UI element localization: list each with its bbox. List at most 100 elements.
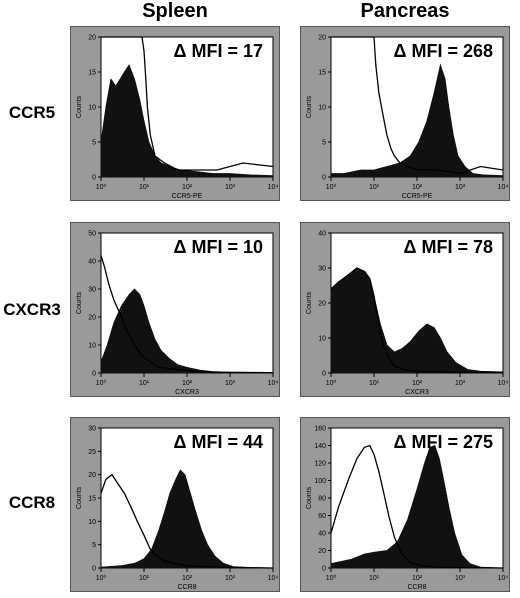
x-tick-label: 10⁰ (326, 183, 337, 191)
filled-histogram (330, 63, 504, 178)
x-tick-label: 10⁰ (96, 379, 107, 387)
x-tick-label: 10⁴ (498, 184, 509, 191)
x-tick-label: 10¹ (369, 380, 380, 387)
y-tick-label: 0 (322, 371, 326, 378)
x-tick-label: 10² (412, 575, 423, 582)
y-axis-label: Counts (76, 486, 83, 509)
x-tick-label: 10³ (225, 184, 236, 191)
histogram-svg: 10⁰ 10¹ 10² 10³ 10⁴ 0 5 10 15 20 CCR5-PE Counts (76, 35, 279, 201)
outline-histogram (100, 255, 274, 374)
y-tick-label: 10 (318, 105, 326, 112)
y-tick-label: 30 (88, 287, 96, 294)
y-axis-label: Counts (306, 486, 313, 509)
x-tick-label: 10² (182, 380, 193, 387)
y-axis-label: Counts (306, 95, 313, 118)
column-title-pancreas: Pancreas (360, 0, 450, 22)
histogram-svg: 10⁰ 10¹ 10² 10³ 10⁴ 0 5 10 15 20 25 30 CCR8 Counts (76, 426, 279, 592)
x-tick-label: 10⁰ (96, 574, 107, 582)
x-axis-label: CCR5-PE (402, 193, 433, 200)
row-label-ccr8: CCR8 (8, 493, 56, 512)
y-tick-label: 15 (88, 496, 96, 503)
delta-mfi-label: Δ MFI = 78 (403, 237, 493, 257)
x-tick-label: 10⁴ (268, 575, 279, 582)
x-tick-label: 10¹ (139, 184, 150, 191)
histogram-panel-ccr5-pancreas: 10⁰ 10¹ 10² 10³ 10⁴ 0 5 10 15 20 CCR5-PE Counts Δ M… (300, 26, 510, 201)
y-tick-label: 0 (92, 371, 96, 378)
y-tick-label: 15 (318, 70, 326, 77)
delta-mfi-label: Δ MFI = 17 (173, 41, 263, 61)
y-tick-label: 60 (318, 513, 326, 520)
histogram-panel-cxcr3-spleen: 10⁰ 10¹ 10² 10³ 10⁴ 0 10 20 30 40 50 CXCR3 Counts Δ … (70, 222, 280, 397)
y-tick-label: 0 (92, 566, 96, 573)
y-tick-label: 80 (318, 496, 326, 503)
y-tick-label: 10 (318, 336, 326, 343)
x-tick-label: 10¹ (369, 184, 380, 191)
y-tick-label: 140 (314, 443, 326, 450)
y-tick-label: 15 (88, 70, 96, 77)
y-tick-label: 20 (318, 301, 326, 308)
y-tick-label: 0 (92, 175, 96, 182)
histogram-svg: 10⁰ 10¹ 10² 10³ 10⁴ 0 5 10 15 20 CCR5-PE Counts (306, 35, 509, 201)
y-tick-label: 20 (318, 548, 326, 555)
y-tick-label: 20 (318, 35, 326, 42)
y-axis-label: Counts (76, 291, 83, 314)
x-tick-label: 10³ (225, 575, 236, 582)
histogram-panel-ccr8-spleen: 10⁰ 10¹ 10² 10³ 10⁴ 0 5 10 15 20 25 30 CCR8 Counts Δ … (70, 417, 280, 592)
y-tick-label: 10 (88, 343, 96, 350)
delta-mfi-label: Δ MFI = 268 (393, 41, 493, 61)
y-tick-label: 25 (88, 449, 96, 456)
x-tick-label: 10¹ (139, 575, 150, 582)
y-tick-label: 0 (322, 175, 326, 182)
x-axis-label: CXCR3 (405, 389, 429, 396)
y-tick-label: 40 (318, 231, 326, 238)
y-tick-label: 20 (88, 472, 96, 479)
x-tick-label: 10⁴ (498, 575, 509, 582)
y-tick-label: 20 (88, 35, 96, 42)
y-tick-label: 160 (314, 426, 326, 433)
histogram-svg: 10⁰ 10¹ 10² 10³ 10⁴ 0 20 40 60 80 100 120 140 160 CCR8… (306, 426, 509, 592)
y-tick-label: 30 (88, 426, 96, 433)
y-tick-label: 0 (322, 566, 326, 573)
outline-histogram (331, 36, 504, 175)
y-tick-label: 10 (88, 519, 96, 526)
x-tick-label: 10³ (455, 380, 466, 387)
x-axis-label: CCR8 (177, 584, 196, 591)
x-tick-label: 10³ (455, 575, 466, 582)
histogram-svg: 10⁰ 10¹ 10² 10³ 10⁴ 0 10 20 30 40 50 CXCR3 Counts (76, 231, 279, 397)
x-tick-label: 10² (182, 184, 193, 191)
x-tick-label: 10² (412, 184, 423, 191)
delta-mfi-label: Δ MFI = 10 (173, 237, 263, 257)
x-tick-label: 10⁰ (326, 379, 337, 387)
x-tick-label: 10⁴ (268, 184, 279, 191)
y-tick-label: 20 (88, 315, 96, 322)
outline-histogram (330, 267, 504, 374)
outline-histogram (101, 36, 274, 171)
x-tick-label: 10⁴ (268, 380, 279, 387)
x-tick-label: 10¹ (139, 380, 150, 387)
y-axis-label: Counts (306, 291, 313, 314)
row-label-cxcr3: CXCR3 (3, 300, 61, 319)
y-tick-label: 30 (318, 266, 326, 273)
outline-histogram (330, 444, 504, 569)
x-tick-label: 10² (182, 575, 193, 582)
x-tick-label: 10³ (225, 380, 236, 387)
y-tick-label: 50 (88, 231, 96, 238)
filled-histogram (330, 444, 504, 569)
y-tick-label: 120 (314, 461, 326, 468)
filled-histogram (100, 64, 274, 178)
histogram-panel-ccr5-spleen: 10⁰ 10¹ 10² 10³ 10⁴ 0 5 10 15 20 CCR5-PE Counts Δ M… (70, 26, 280, 201)
histogram-svg: 10⁰ 10¹ 10² 10³ 10⁴ 0 10 20 30 40 CXCR3 Counts (306, 231, 508, 397)
y-tick-label: 5 (92, 140, 96, 147)
x-axis-label: CXCR3 (175, 389, 199, 396)
x-tick-label: 10³ (455, 184, 466, 191)
y-tick-label: 40 (88, 259, 96, 266)
y-tick-label: 10 (88, 105, 96, 112)
y-tick-label: 100 (314, 478, 326, 485)
row-label-ccr5: CCR5 (8, 103, 56, 122)
x-axis-label: CCR5-PE (172, 193, 203, 200)
histogram-panel-cxcr3-pancreas: 10⁰ 10¹ 10² 10³ 10⁴ 0 10 20 30 40 CXCR3 Counts Δ MF… (300, 222, 510, 397)
column-title-spleen: Spleen (142, 0, 208, 22)
histogram-panel-ccr8-pancreas: 10⁰ 10¹ 10² 10³ 10⁴ 0 20 40 60 80 100 120 140 160 CCR8… (300, 417, 510, 592)
y-tick-label: 5 (322, 140, 326, 147)
delta-mfi-label: Δ MFI = 275 (393, 432, 493, 452)
